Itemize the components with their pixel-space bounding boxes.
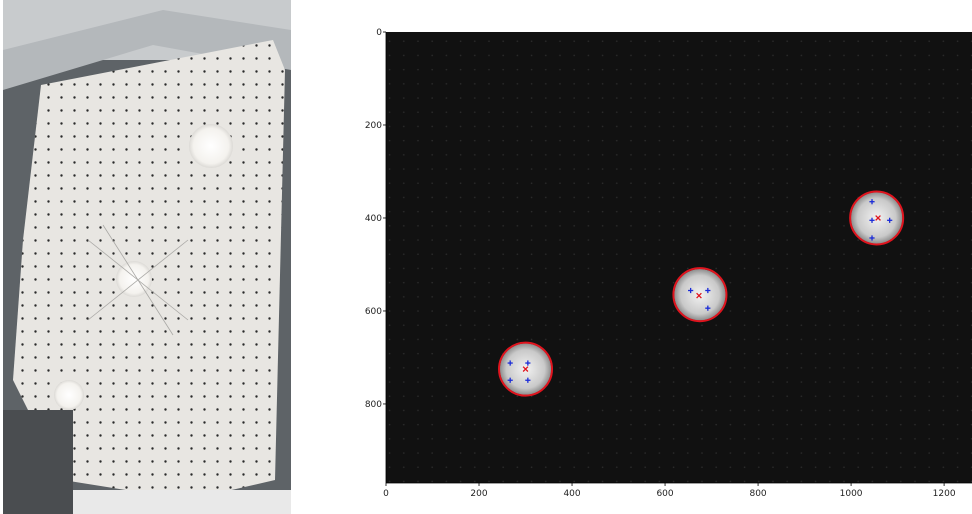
x-tick-label: 800 [749,489,766,499]
blue-plus-marker [525,360,531,366]
blue-plus-marker [869,217,875,223]
detected-circle [672,267,728,323]
blue-plus-marker [869,199,875,205]
blue-plus-marker [525,377,531,383]
y-ticks: 0 200 400 600 800 [365,28,386,410]
red-x-centroid [875,215,881,221]
overlay-layer [498,190,905,397]
blue-plus-marker [705,287,711,294]
plot-image-area [386,32,972,483]
blue-plus-marker [887,217,893,223]
x-ticks: 0 200 400 600 800 1000 1200 [383,483,956,499]
red-x-centroid [522,366,529,372]
blue-plus-marker [507,377,513,383]
photo-machinery-bottom [3,410,73,514]
y-tick-label: 200 [365,121,382,131]
photo-floor [73,490,291,514]
blue-plus-marker [869,235,875,241]
axes [385,32,972,484]
x-tick-label: 1000 [840,489,863,499]
blue-plus-marker [688,287,694,294]
x-tick-label: 600 [656,489,673,499]
blue-plus-marker [507,360,513,366]
light-spot-top [189,124,233,168]
light-spot-bottom [54,380,84,410]
light-blob [850,192,903,244]
y-tick-label: 400 [365,214,382,224]
x-tick-label: 400 [563,489,580,499]
detection-plot: 0 200 400 600 800 1000 1200 0 200 400 600 800 [365,28,972,499]
red-x-centroid [696,292,702,299]
x-tick-label: 1200 [933,489,956,499]
detected-circle [498,341,554,397]
blue-plus-marker [705,305,711,311]
plate-cross-markings [87,224,189,336]
detected-circle [849,190,905,246]
photo-frame-bar [3,10,291,90]
y-tick-label: 600 [365,307,382,317]
x-tick-label: 200 [470,489,487,499]
x-tick-label: 0 [383,489,389,499]
y-tick-label: 800 [365,400,382,410]
y-tick-label: 0 [376,28,382,38]
board-photo [3,0,291,514]
